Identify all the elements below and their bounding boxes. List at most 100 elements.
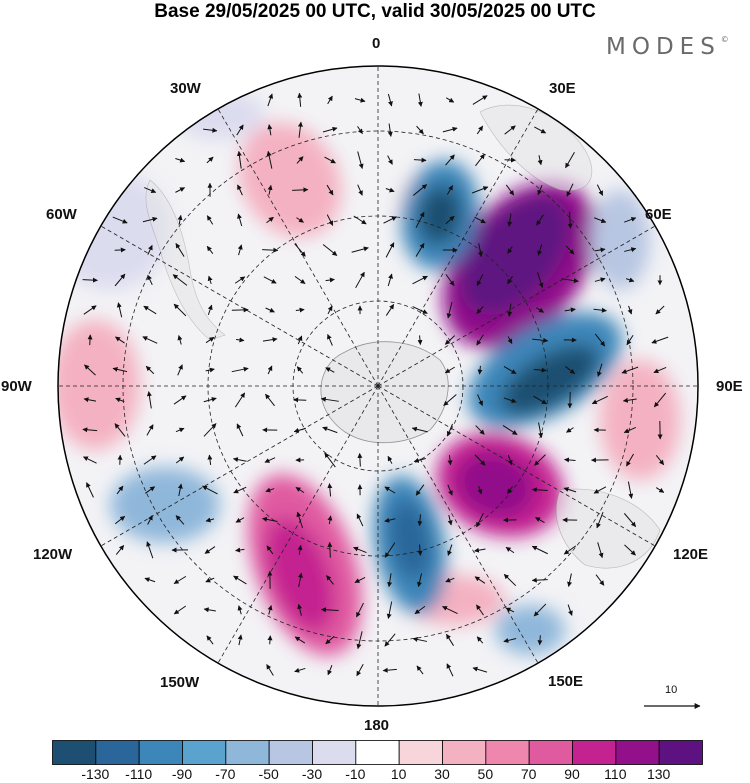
wind-vector [567,211,573,229]
wind-vector [412,275,428,285]
wind-vector [206,215,214,225]
wind-vector [266,664,274,676]
wind-vector [415,211,425,229]
wind-vector [476,512,484,528]
wind-vector [115,545,125,555]
wind-vector [475,425,485,435]
wind-vector [267,635,273,645]
wind-vector [231,307,249,313]
wind-vector [476,604,484,616]
wind-vector [115,336,125,344]
colorbar-swatch [138,740,183,765]
wind-vector [297,603,303,616]
wind-vector [294,243,306,257]
wind-vector [537,272,544,289]
brand-name: MODES [606,34,721,60]
wind-vector [175,187,186,193]
wind-vector [356,513,364,527]
wind-vector [386,601,393,619]
wind-vector [412,637,428,642]
wind-vector [175,243,185,257]
wind-vector [82,277,98,283]
wind-vector [142,216,158,223]
wind-vector [267,184,273,195]
lon-label-90e: 90E [716,378,743,395]
wind-vector [655,305,665,315]
wind-vector [533,367,547,373]
wind-vector [357,151,364,169]
wind-vector [292,187,309,193]
wind-vector [351,246,369,253]
wind-vector [382,667,397,673]
wind-vector [503,397,517,404]
wind-vector [414,605,426,615]
wind-vector [356,631,363,650]
wind-vector [593,307,607,313]
wind-vector [594,247,606,253]
wind-vector [297,544,303,555]
colorbar-tick-label: 70 [520,766,537,782]
wind-vector [327,334,333,346]
wind-vector [114,515,126,525]
wind-vector [203,127,218,133]
wind-vector [566,183,574,197]
wind-vector [387,155,393,165]
wind-vector [114,423,126,437]
wind-vector [537,635,543,646]
wind-vector [387,273,393,287]
wind-vector [476,125,484,135]
wind-vector [233,486,247,494]
wind-vector [326,184,334,196]
wind-vector [82,456,97,464]
wind-vector [533,603,547,617]
wind-vector [296,366,304,374]
wind-vector [538,422,544,438]
wind-vector [147,515,153,525]
wind-vector [236,150,242,169]
wind-vector [325,277,335,283]
wind-vector [507,246,513,254]
lon-label-180: 180 [364,717,390,734]
wind-vector [175,456,185,464]
wind-vector [474,454,486,466]
wind-vector [566,427,574,433]
wind-vector [533,395,547,405]
wind-vector [143,305,157,315]
wind-vector [234,392,246,408]
wind-vector [595,574,605,586]
wind-vector [596,363,603,377]
wind-vector [207,304,213,316]
wind-vector [413,157,427,163]
colorbar-tick-label: -10 [345,766,366,782]
wind-vector [267,604,273,615]
wind-vector [237,605,243,615]
wind-vector [417,573,423,588]
wind-vector [322,426,338,434]
colorbar-tick-label: -50 [258,766,279,782]
wind-vector [203,607,216,613]
wind-vector [356,602,364,618]
wind-vector [622,397,637,403]
wind-vector [354,577,366,583]
wind-vector [293,397,307,403]
lon-label-60w: 60W [46,206,77,223]
colorbar-tick-label: 90 [564,766,580,782]
reference-vector-label: 10 [665,684,678,696]
wind-vector [384,517,396,523]
wind-vector [296,217,304,223]
colorbar-swatch [658,740,703,765]
wind-vector [411,426,428,433]
wind-vector [86,482,94,498]
wind-vector [444,335,456,345]
wind-vector [326,214,334,226]
wind-vector [265,393,275,407]
wind-vector [146,424,154,436]
wind-vector [267,124,273,136]
wind-vector [502,425,518,435]
wind-vector [203,397,217,403]
wind-vector [535,517,545,523]
wind-vector [232,457,247,463]
wind-vector [536,214,544,226]
wind-vector [384,486,396,494]
wind-vector [147,244,153,255]
